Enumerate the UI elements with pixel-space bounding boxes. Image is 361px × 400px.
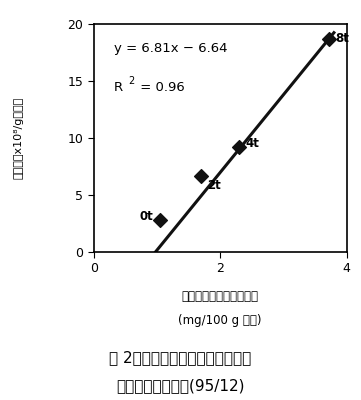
Text: 2: 2 — [128, 76, 134, 86]
Text: (mg/100 g 乾土): (mg/100 g 乾土) — [178, 314, 262, 327]
Text: 2t: 2t — [208, 179, 221, 192]
Point — [236, 144, 242, 150]
Text: R: R — [114, 81, 123, 94]
Text: 0t: 0t — [140, 210, 154, 223]
Text: 細菌数（x10⁸/g乾土）: 細菌数（x10⁸/g乾土） — [13, 97, 23, 179]
Point — [157, 217, 163, 223]
Text: y = 6.81x − 6.64: y = 6.81x − 6.64 — [114, 42, 227, 55]
Text: 図 2　土壌リン脂質脂肪酸含鈇と: 図 2 土壌リン脂質脂肪酸含鈇と — [109, 350, 252, 365]
Text: 8t: 8t — [335, 32, 349, 45]
Text: = 0.96: = 0.96 — [136, 81, 184, 94]
Point — [199, 172, 204, 179]
Point — [326, 36, 332, 42]
Text: 土壌細菌数の相関(95/12): 土壌細菌数の相関(95/12) — [116, 378, 245, 393]
Text: 土壌リン脂質脂肪酸含鈇: 土壌リン脂質脂肪酸含鈇 — [182, 290, 259, 303]
Text: 4t: 4t — [245, 137, 259, 150]
